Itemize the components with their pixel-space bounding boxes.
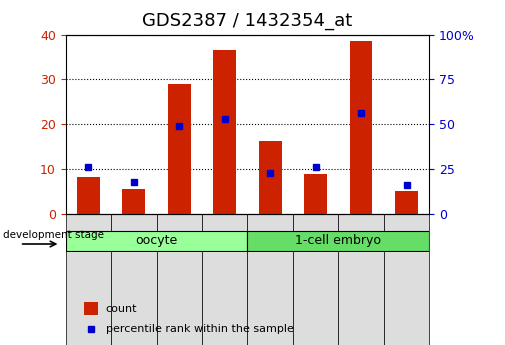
Bar <box>247 230 429 251</box>
Title: GDS2387 / 1432354_at: GDS2387 / 1432354_at <box>142 12 352 30</box>
Text: percentile rank within the sample: percentile rank within the sample <box>106 324 293 334</box>
Bar <box>384 214 429 345</box>
Text: oocyte: oocyte <box>135 234 178 247</box>
Bar <box>305 174 327 214</box>
Bar <box>293 214 338 345</box>
Bar <box>84 302 98 315</box>
Bar <box>350 41 373 214</box>
Bar <box>111 214 157 345</box>
Text: 1-cell embryo: 1-cell embryo <box>295 234 381 247</box>
Bar <box>202 214 247 345</box>
Bar <box>214 50 236 214</box>
Text: count: count <box>106 304 137 314</box>
Bar <box>66 230 247 251</box>
Bar <box>168 84 191 214</box>
Bar <box>338 214 384 345</box>
Bar <box>77 177 100 214</box>
Text: development stage: development stage <box>4 230 104 240</box>
Bar <box>259 141 282 214</box>
Bar <box>66 214 111 345</box>
Bar <box>395 190 418 214</box>
Bar <box>157 214 202 345</box>
Bar <box>247 214 293 345</box>
Bar <box>123 189 145 214</box>
